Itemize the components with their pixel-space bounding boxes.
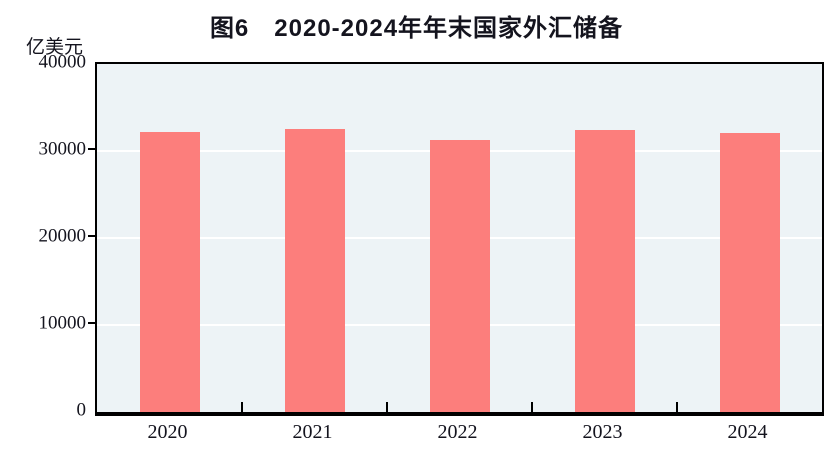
x-tick-label: 2021 [292, 421, 333, 443]
x-boundary-tick [241, 402, 243, 412]
x-tick-label: 2020 [147, 421, 188, 443]
y-tick-label: 20000 [38, 225, 87, 247]
y-tick-mark [88, 235, 97, 237]
chart-title: 图6 2020-2024年年末国家外汇储备 [209, 15, 624, 42]
bar-2020 [139, 132, 200, 412]
x-tick-label: 2022 [437, 421, 478, 443]
y-tick-label: 30000 [38, 138, 87, 160]
bar-2021 [284, 129, 345, 412]
y-tick-label: 40000 [38, 51, 87, 73]
y-tick-label: 10000 [38, 312, 87, 334]
y-tick-mark [88, 148, 97, 150]
plot-area [95, 62, 824, 416]
x-tick-label: 2024 [727, 421, 768, 443]
y-tick-mark [88, 322, 97, 324]
y-axis-unit-label: 亿美元 [26, 37, 84, 58]
x-boundary-tick [676, 402, 678, 412]
x-boundary-tick [386, 402, 388, 412]
x-boundary-tick [531, 402, 533, 412]
y-tick-label: 0 [76, 399, 87, 421]
bar-2023 [574, 130, 635, 412]
bar-2024 [719, 133, 780, 412]
x-tick-label: 2023 [582, 421, 623, 443]
bar-2022 [429, 139, 490, 412]
